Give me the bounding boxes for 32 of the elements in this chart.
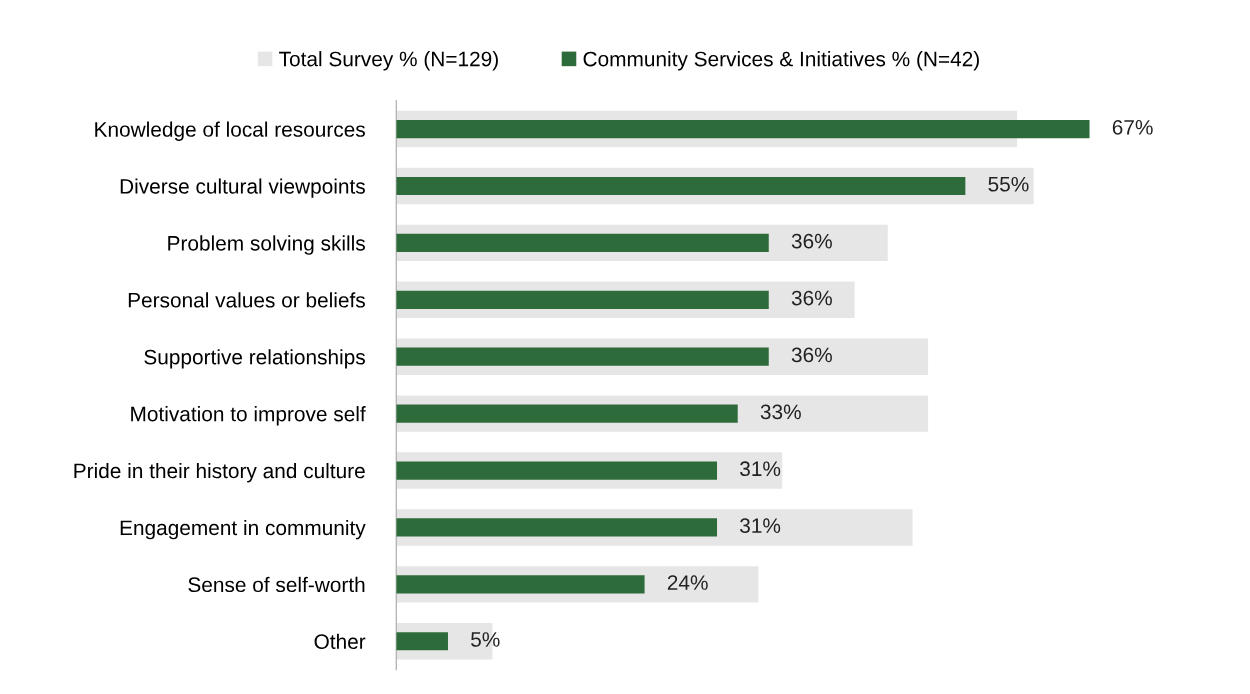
legend-label: Total Survey % (N=129) [279,51,498,71]
data-label: 24% [667,575,708,590]
y-tick-label: Supportive relationships [144,349,365,369]
bar [396,518,718,537]
data-label: 33% [760,404,801,420]
bar [396,461,718,480]
bar [396,176,966,196]
bar [396,575,645,594]
data-label: 55% [988,176,1029,192]
y-tick-label: Sense of self-worth [188,576,365,593]
y-tick-label: Other [314,633,366,650]
y-tick-label: Problem solving skills [168,235,365,255]
data-label: 31% [740,518,781,534]
bar [396,404,738,423]
y-tick-label: Pride in their history and culture [74,462,365,483]
y-tick-label: Engagement in community [120,519,366,540]
bar [396,632,448,651]
data-label: 67% [1112,119,1153,135]
bar [396,233,769,253]
y-tick-label: Diverse cultural viewpoints [120,178,365,198]
data-label: 36% [791,290,832,306]
data-label: 36% [791,233,832,249]
bar [396,119,1090,139]
legend-label: Community Services & Initiatives % (N=42) [583,51,979,71]
data-label: 31% [740,461,781,477]
y-tick-label: Personal values or beliefs [128,292,365,308]
data-label: 5% [471,632,500,647]
y-tick-label: Motivation to improve self [131,406,366,426]
y-tick-label: Knowledge of local resources [95,121,365,141]
bar [396,347,769,366]
bar [396,290,769,309]
data-label: 36% [791,347,832,363]
